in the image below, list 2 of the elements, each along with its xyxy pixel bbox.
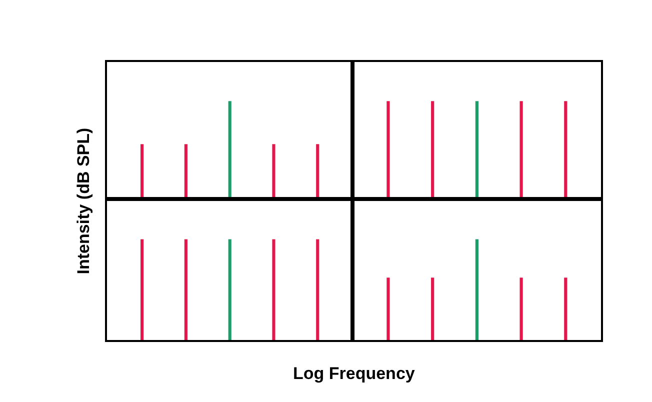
x-axis-title: Log Frequency <box>293 364 416 383</box>
y-axis-title: Intensity (dB SPL) <box>74 128 94 274</box>
